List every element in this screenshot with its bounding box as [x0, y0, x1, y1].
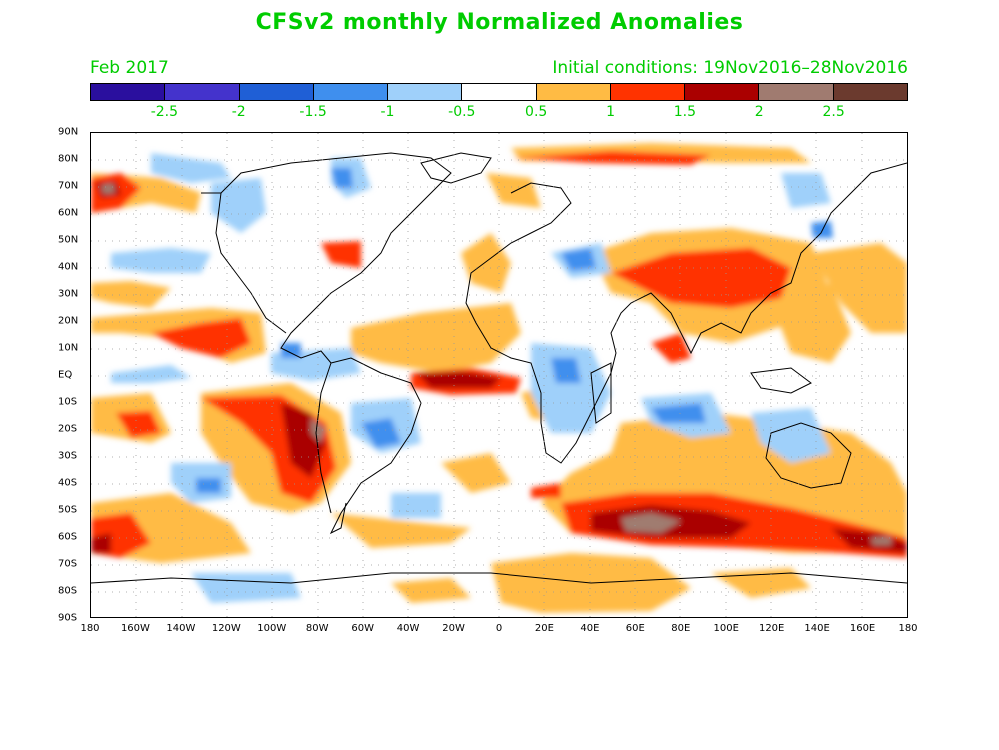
- latitude-label: 80S: [58, 585, 78, 597]
- latitude-label: 20N: [58, 315, 79, 327]
- latitude-label: 60S: [58, 531, 78, 543]
- longitude-label: 60E: [625, 623, 645, 634]
- legend-swatch: [91, 84, 166, 100]
- legend-label: -2: [231, 104, 246, 120]
- legend-label: -1: [380, 104, 395, 120]
- longitude-label: 140W: [166, 623, 196, 634]
- legend-swatch: [462, 84, 537, 100]
- legend-swatch: [833, 84, 907, 100]
- latitude-label: 10S: [58, 396, 78, 408]
- anomaly-map: [90, 132, 908, 618]
- longitude-label: 160E: [849, 623, 876, 634]
- latitude-label: 90S: [58, 612, 78, 624]
- legend-swatch: [165, 84, 240, 100]
- lat-lon-grid: [91, 133, 907, 617]
- coastlines: [91, 152, 907, 584]
- latitude-label: 40N: [58, 261, 79, 273]
- longitude-label: 100E: [713, 623, 739, 634]
- longitude-label: 20W: [442, 623, 465, 634]
- longitude-label: 0: [495, 623, 503, 634]
- legend-label: 2.5: [822, 104, 845, 120]
- forecast-month: Feb 2017: [90, 58, 169, 78]
- anomaly-fields: [91, 143, 907, 613]
- legend-swatch: [759, 84, 834, 100]
- legend-swatch: [388, 84, 463, 100]
- longitude-label: 20E: [534, 623, 554, 634]
- longitude-label: 80E: [671, 623, 691, 634]
- longitude-label: 80W: [305, 623, 329, 634]
- legend-swatch: [313, 84, 389, 100]
- longitude-label: 100W: [257, 623, 287, 634]
- latitude-label: 30N: [58, 288, 79, 300]
- legend-swatch: [536, 84, 611, 100]
- latitude-label: 90N: [58, 126, 79, 138]
- latitude-label: 20S: [58, 423, 78, 435]
- legend-label: 0.5: [525, 104, 548, 120]
- longitude-label: 140E: [804, 623, 830, 634]
- legend-label: -1.5: [299, 104, 327, 120]
- legend-label: 1.5: [673, 104, 697, 120]
- latitude-label: 70N: [58, 180, 79, 192]
- latitude-label: 40S: [58, 477, 78, 489]
- latitude-label: 50S: [58, 504, 78, 516]
- legend-swatch: [685, 84, 760, 100]
- latitude-label: 10N: [58, 342, 79, 354]
- longitude-label: 120W: [211, 623, 241, 634]
- legend-swatch: [610, 84, 686, 100]
- initial-conditions: Initial conditions: 19Nov2016–28Nov2016: [552, 58, 908, 78]
- latitude-label: EQ: [58, 369, 73, 381]
- legend-swatch: [239, 84, 314, 100]
- longitude-label: 40W: [396, 623, 420, 634]
- longitude-label: 180: [898, 623, 918, 634]
- legend-label: -0.5: [448, 104, 476, 120]
- longitude-label: 60W: [351, 623, 374, 634]
- legend-label: 2: [754, 104, 764, 120]
- latitude-label: 60N: [58, 207, 79, 219]
- latitude-label: 80N: [58, 153, 79, 165]
- longitude-label: 40E: [580, 623, 600, 634]
- color-legend: [90, 83, 908, 101]
- chart-title: CFSv2 monthly Normalized Anomalies: [255, 10, 744, 35]
- latitude-label: 70S: [58, 558, 78, 570]
- legend-label: -2.5: [150, 104, 179, 120]
- longitude-label: 120E: [758, 623, 785, 634]
- latitude-label: 30S: [58, 450, 78, 462]
- legend-label: 1: [606, 104, 615, 120]
- latitude-label: 50N: [58, 234, 79, 246]
- map-svg: [91, 133, 907, 617]
- longitude-label: 160W: [120, 623, 150, 634]
- longitude-label: 180: [80, 623, 100, 634]
